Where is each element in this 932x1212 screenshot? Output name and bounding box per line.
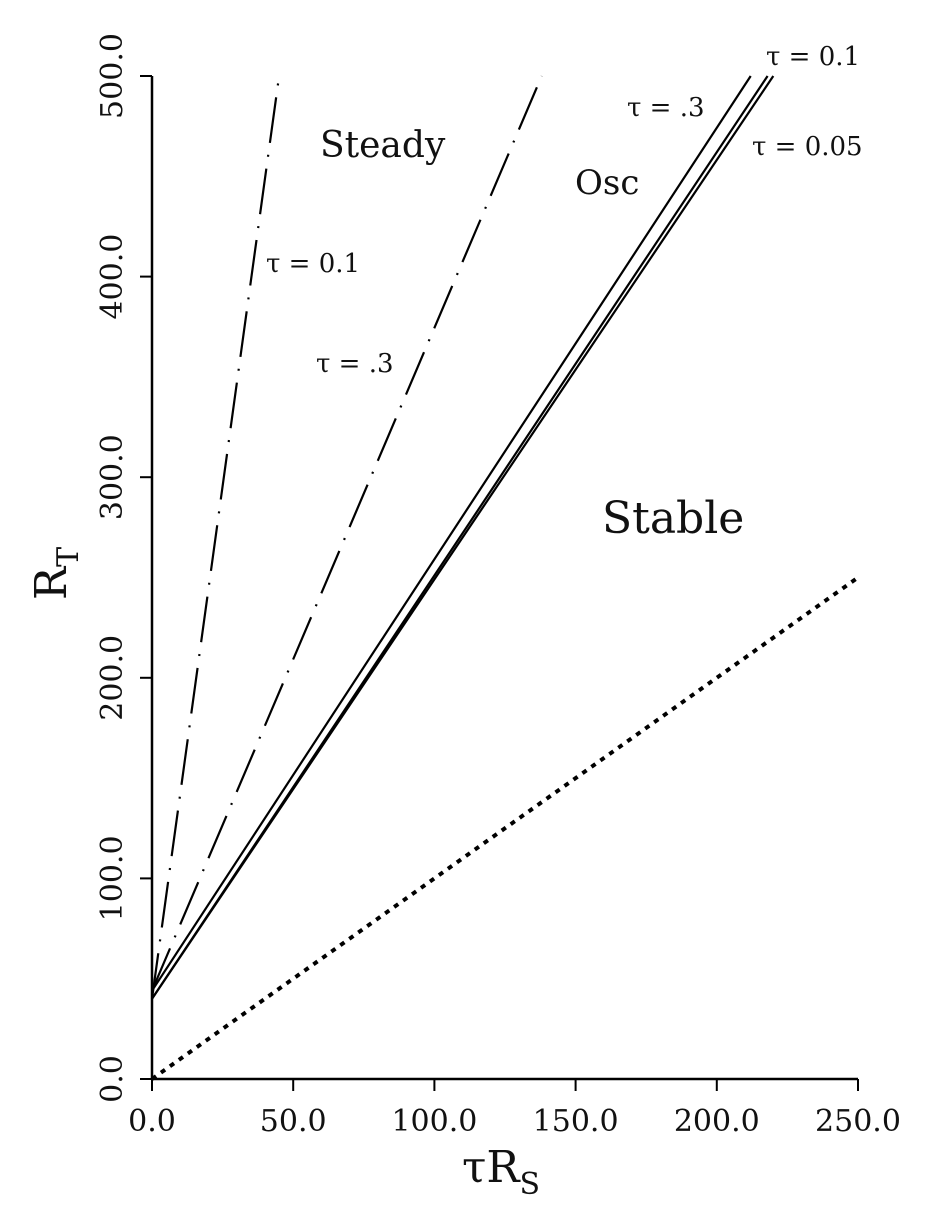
axes: 0.0 50.0 100.0 150.0 200.0 250.0 0.0 100.0 200.0… <box>95 33 901 1139</box>
x-tick-label: 200.0 <box>674 1104 760 1139</box>
curve-label-dash-tau-0-1: τ = 0.1 <box>266 249 360 279</box>
series-line-dashed-1 <box>150 75 543 992</box>
x-tick-label: 0.0 <box>128 1104 176 1139</box>
x-axis-title-main: τR <box>462 1142 521 1193</box>
y-tick-label: 200.0 <box>95 635 130 721</box>
x-axis-title-sub: S <box>519 1167 540 1202</box>
series-line-solid-4 <box>151 75 775 1000</box>
curve-label-dash-tau-0-3: τ = .3 <box>316 349 394 379</box>
curve-label-solid-tau-0-3: τ = .3 <box>627 93 705 123</box>
x-tick-label: 50.0 <box>260 1104 327 1139</box>
x-tick-label: 100.0 <box>391 1104 477 1139</box>
y-tick-label: 0.0 <box>95 1055 130 1103</box>
y-tick-label: 500.0 <box>95 33 130 119</box>
series-line-solid-2 <box>151 75 752 992</box>
region-label-stable: Stable <box>602 493 744 544</box>
y-axis-title: RT <box>26 547 86 600</box>
series-line-dotted-5 <box>150 575 860 1081</box>
series-line-dashed-0 <box>150 75 281 999</box>
region-label-steady: Steady <box>320 125 446 166</box>
y-axis-title-main: R <box>26 565 77 600</box>
y-tick-label: 100.0 <box>95 835 130 921</box>
y-tick-label: 300.0 <box>95 434 130 520</box>
region-label-osc: Osc <box>575 163 639 203</box>
x-tick-label: 250.0 <box>815 1104 901 1139</box>
y-axis-title-sub: T <box>51 547 86 567</box>
curve-label-solid-tau-0-05: τ = 0.05 <box>752 132 863 162</box>
y-tick-label: 400.0 <box>95 234 130 320</box>
series-layer <box>150 75 860 1081</box>
x-axis-title: τRS <box>462 1142 540 1202</box>
x-tick-label: 150.0 <box>533 1104 619 1139</box>
curve-label-solid-tau-0-1: τ = 0.1 <box>766 42 860 72</box>
